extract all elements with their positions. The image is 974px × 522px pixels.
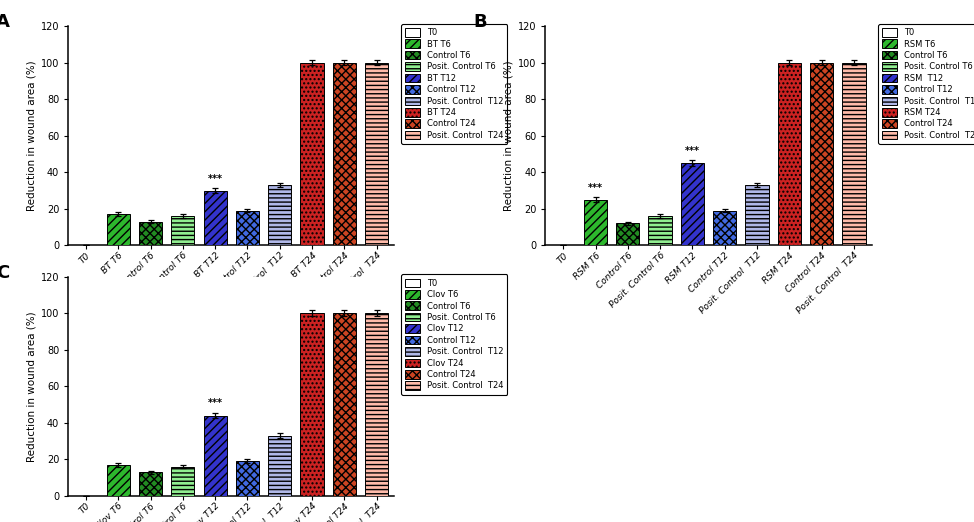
Bar xyxy=(333,63,356,245)
Bar xyxy=(300,63,323,245)
Bar xyxy=(583,199,607,245)
Text: ***: *** xyxy=(588,183,603,193)
Y-axis label: Reduction in wound area (%): Reduction in wound area (%) xyxy=(26,311,36,461)
Y-axis label: Reduction in wound area (%): Reduction in wound area (%) xyxy=(504,61,513,211)
Bar xyxy=(204,191,227,245)
Text: A: A xyxy=(0,13,11,31)
Legend: T0, RSM T6, Control T6, Posit. Control T6, RSM  T12, Control T12, Posit. Control: T0, RSM T6, Control T6, Posit. Control T… xyxy=(879,24,974,144)
Y-axis label: Reduction in wound area (%): Reduction in wound area (%) xyxy=(26,61,36,211)
Bar xyxy=(810,63,834,245)
Bar xyxy=(236,461,259,496)
Bar xyxy=(268,185,291,245)
Text: ***: *** xyxy=(207,398,223,408)
Bar xyxy=(300,313,323,496)
Bar xyxy=(649,216,672,245)
Bar xyxy=(745,185,768,245)
Text: ***: *** xyxy=(685,146,700,156)
Bar xyxy=(681,163,704,245)
Text: C: C xyxy=(0,264,10,281)
Legend: T0, BT T6, Control T6, Posit. Control T6, BT T12, Control T12, Posit. Control  T: T0, BT T6, Control T6, Posit. Control T6… xyxy=(401,24,507,144)
Bar xyxy=(777,63,801,245)
Bar xyxy=(617,223,640,245)
Bar xyxy=(106,215,130,245)
Bar xyxy=(365,63,389,245)
Bar xyxy=(139,472,163,496)
Bar xyxy=(171,467,195,496)
Text: B: B xyxy=(473,13,487,31)
Text: ***: *** xyxy=(207,174,223,184)
Legend: T0, Clov T6, Control T6, Posit. Control T6, Clov T12, Control T12, Posit. Contro: T0, Clov T6, Control T6, Posit. Control … xyxy=(401,275,507,395)
Bar xyxy=(236,210,259,245)
Bar xyxy=(365,313,389,496)
Bar xyxy=(333,313,356,496)
Bar xyxy=(713,210,736,245)
Bar xyxy=(139,221,163,245)
Bar xyxy=(106,465,130,496)
Bar xyxy=(171,216,195,245)
Bar xyxy=(268,435,291,496)
Bar xyxy=(204,416,227,496)
Bar xyxy=(843,63,866,245)
